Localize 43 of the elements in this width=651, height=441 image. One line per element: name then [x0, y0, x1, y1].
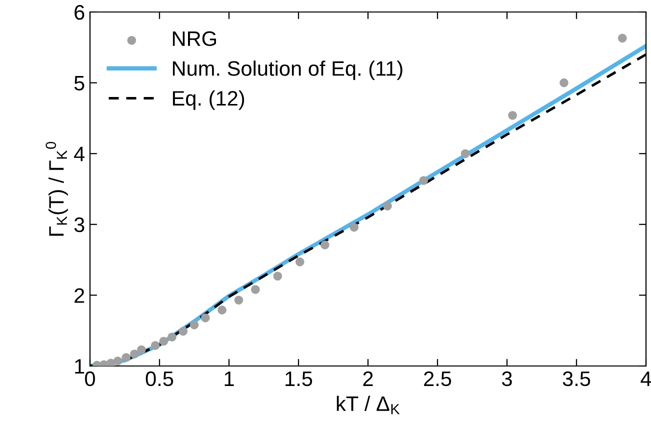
point: [113, 356, 122, 366]
y-tick-label: 1: [75, 359, 84, 374]
point: [150, 341, 160, 350]
x-tick-label: 0: [85, 371, 95, 386]
point: [200, 313, 210, 322]
point: [130, 350, 139, 358]
point: [508, 110, 517, 120]
x-tick-label: 1.5: [286, 372, 312, 386]
y-tick-label: 4: [74, 146, 85, 162]
x-tick-label: 0.5: [146, 371, 174, 386]
point: [350, 222, 358, 232]
point: [560, 78, 568, 88]
y-tick-label: 5: [74, 76, 84, 91]
point: [159, 336, 168, 346]
point: [218, 306, 226, 314]
x-tick-label: 3: [502, 371, 512, 386]
point: [273, 272, 282, 280]
point: [178, 326, 188, 336]
x-tick-label: 1: [224, 372, 234, 386]
x-tick-label: 2: [363, 371, 373, 386]
point: [460, 149, 470, 158]
point: [137, 345, 146, 354]
point: [234, 296, 244, 305]
x-axis-title: kT / Δ$_{K}$: [336, 396, 400, 414]
point: [320, 240, 330, 250]
point: [251, 285, 260, 294]
legend-label: Eq. (12): [172, 90, 244, 110]
y-tick-label: 2: [74, 288, 84, 303]
y-tick-label: 6: [74, 5, 84, 20]
point: [168, 332, 176, 342]
legend-label: NRG: [172, 31, 216, 46]
point: [419, 176, 428, 185]
point: [122, 353, 131, 362]
x-tick-label: 2.5: [424, 371, 452, 386]
x-tick-label: 3.5: [562, 371, 590, 386]
y-axis-title: Γ$_{K}$(T) / Γ$_{K}$$^{0}$: [46, 142, 68, 236]
y-tick-label: 3: [74, 217, 84, 232]
point: [296, 258, 304, 266]
point: [190, 320, 199, 330]
x-tick-label: 4: [640, 372, 651, 386]
legend-label: Num. Solution of Eq. (11): [172, 60, 402, 80]
point: [383, 202, 392, 210]
point: [618, 34, 627, 43]
